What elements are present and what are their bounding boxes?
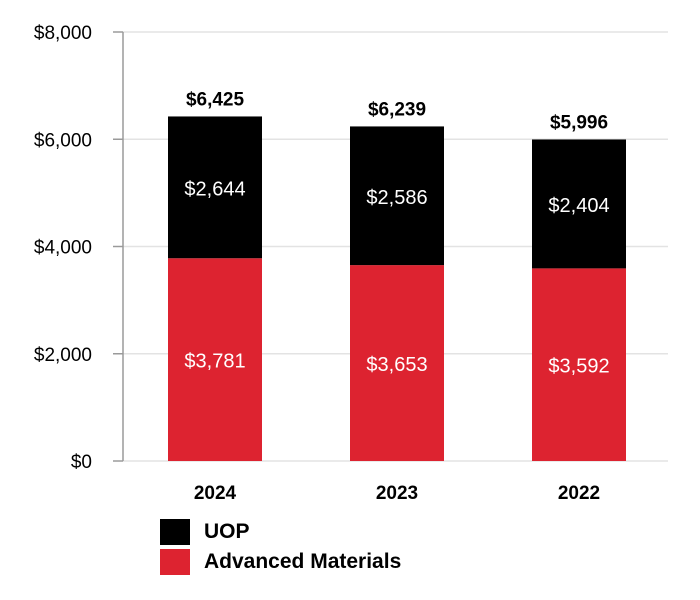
y-tick-label: $8,000 — [34, 23, 92, 44]
y-tick-label: $4,000 — [34, 238, 92, 259]
x-tick-label-2023: 2023 — [376, 483, 418, 504]
legend-swatch-uop — [160, 519, 190, 545]
y-tick-label: $6,000 — [34, 130, 92, 151]
legend-item-advanced-materials: Advanced Materials — [160, 549, 401, 575]
bar-label-advanced-materials-2024: $3,781 — [184, 351, 245, 373]
bar-uop-2023 — [350, 126, 444, 266]
legend-item-uop: UOP — [160, 519, 250, 545]
bar-label-uop-2022: $2,404 — [548, 195, 609, 217]
bar-advanced-materials-2023 — [350, 265, 444, 461]
y-tick-label: $0 — [71, 452, 92, 473]
x-tick-label-2022: 2022 — [558, 483, 600, 504]
bar-uop-2024 — [168, 116, 262, 259]
bar-label-advanced-materials-2023: $3,653 — [366, 354, 427, 376]
y-tick-label: $2,000 — [34, 345, 92, 366]
total-label-2023: $6,239 — [368, 99, 426, 120]
bar-uop-2022 — [532, 139, 626, 269]
legend-label-uop: UOP — [204, 520, 250, 543]
total-label-2024: $6,425 — [186, 89, 245, 110]
bar-label-advanced-materials-2022: $3,592 — [548, 356, 609, 378]
bar-advanced-materials-2022 — [532, 268, 626, 461]
legend-label-advanced-materials: Advanced Materials — [204, 550, 402, 573]
bar-advanced-materials-2024 — [168, 258, 262, 461]
bar-label-uop-2023: $2,586 — [366, 187, 427, 209]
total-label-2022: $5,996 — [550, 112, 608, 133]
bar-label-uop-2024: $2,644 — [184, 178, 245, 200]
x-tick-label-2024: 2024 — [194, 483, 237, 504]
legend-swatch-advanced-materials — [160, 549, 190, 575]
